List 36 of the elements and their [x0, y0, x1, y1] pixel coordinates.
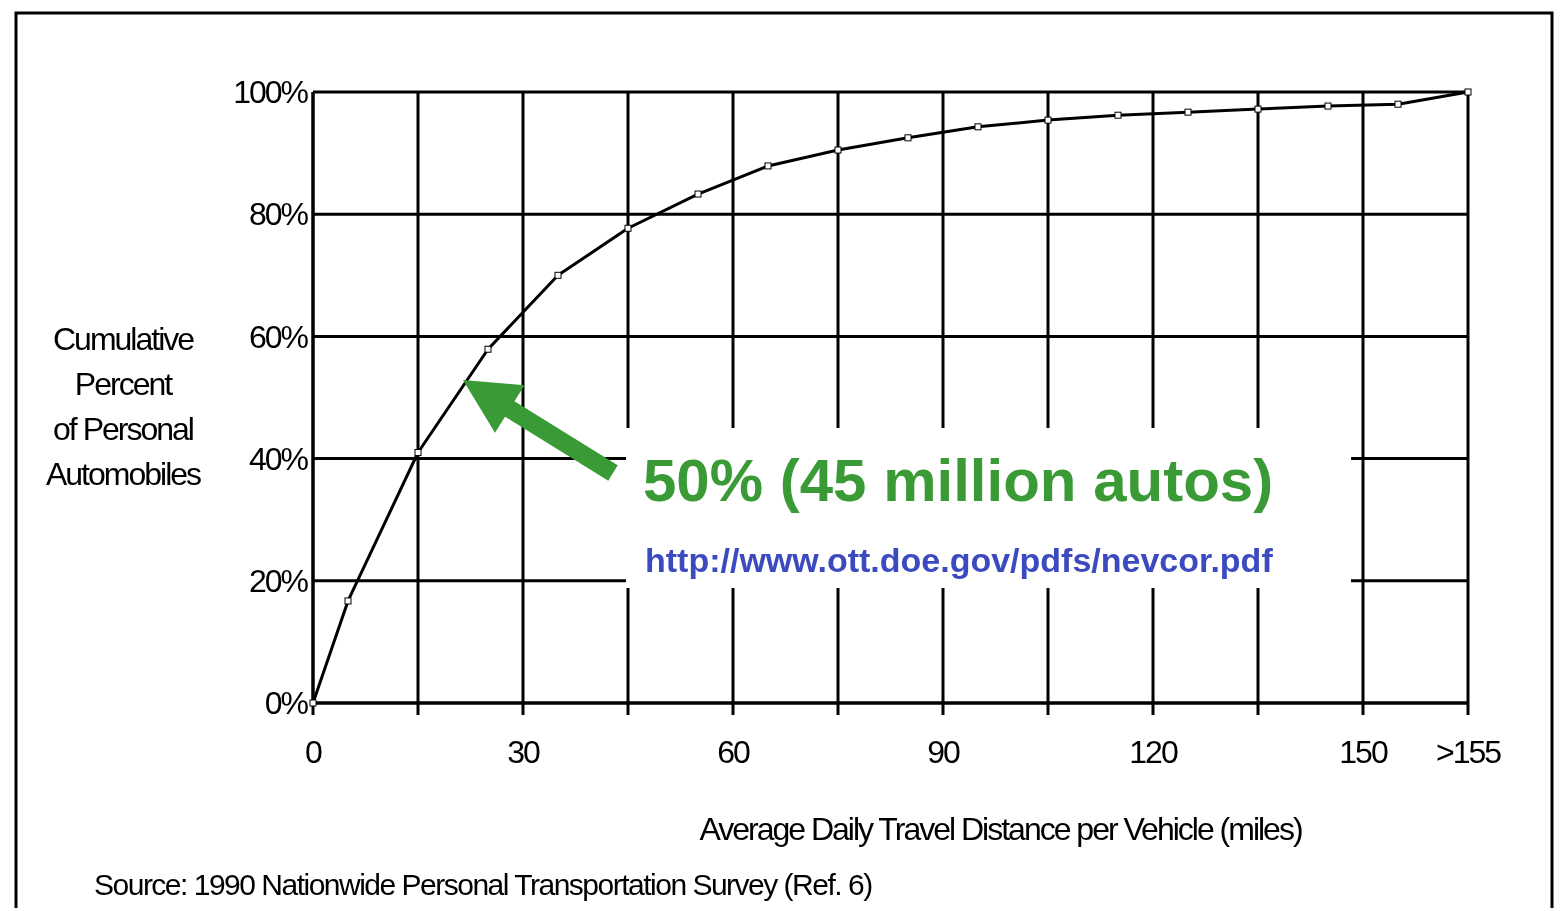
x-tick-label: >155: [1435, 734, 1502, 770]
y-tick-label: 20%: [248, 563, 309, 599]
y-tick-label: 60%: [248, 318, 309, 355]
y-tick-label: 0%: [264, 685, 309, 722]
annotation: 50% (45 million autos): [643, 447, 1274, 514]
point: [414, 448, 422, 456]
annotation: http://www.ott.doe.gov/pdfs/nevcor.pdf: [645, 541, 1274, 579]
x-tick-label: 0: [305, 734, 323, 770]
y-tick-label: 80%: [248, 196, 309, 233]
point: [1324, 102, 1332, 110]
point: [554, 271, 562, 279]
y-tick-label: 40%: [248, 440, 309, 477]
point: [834, 146, 842, 154]
x-tick-label: 30: [507, 734, 540, 770]
point: [1044, 116, 1052, 124]
point: [484, 345, 492, 353]
x-tick-label: 60: [717, 734, 750, 770]
point: [1254, 105, 1262, 113]
x-tick-label: 150: [1339, 734, 1388, 770]
point: [1464, 88, 1472, 96]
point: [309, 699, 317, 707]
point: [624, 224, 632, 232]
y-axis-title: Cumulative Percent of Personal Automobiles: [45, 321, 202, 492]
source-note: Source: 1990 Nationwide Personal Transportation Survey (Ref. 6): [94, 868, 873, 901]
point: [694, 190, 702, 198]
x-axis-title: Average Daily Travel Distance per Vehicle (miles): [699, 811, 1302, 847]
point: [904, 134, 912, 142]
x-tick-label: 120: [1129, 734, 1178, 770]
point: [764, 162, 772, 170]
point: [344, 597, 352, 605]
y-tick-label: 100%: [233, 74, 309, 111]
point: [974, 123, 982, 131]
point: [1184, 108, 1192, 116]
point: [1114, 111, 1122, 119]
point: [1394, 100, 1402, 108]
x-tick-label: 90: [927, 734, 960, 770]
